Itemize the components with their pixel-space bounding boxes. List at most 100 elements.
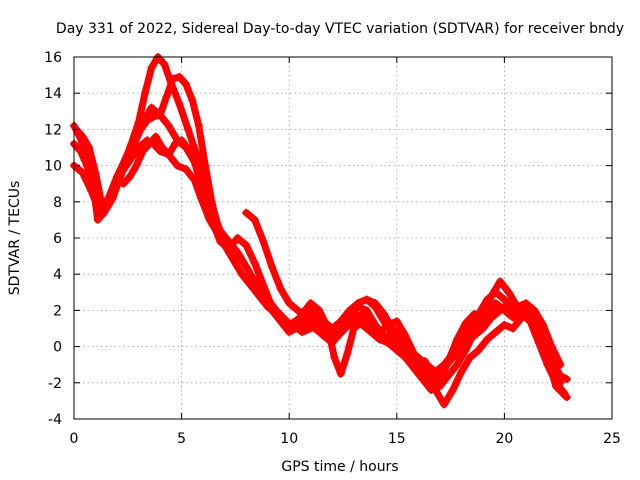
y-tick-labels: -4 -2 0 2 4 6 8 10 12 14 16	[44, 50, 62, 428]
data-point	[289, 320, 298, 329]
data-point	[188, 96, 197, 105]
data-point	[175, 100, 184, 109]
y-tick-label: 10	[44, 159, 62, 175]
data-point	[560, 389, 569, 398]
data-point	[306, 299, 315, 308]
data-point	[181, 80, 190, 89]
data-point	[311, 310, 320, 319]
y-tick-label: 8	[53, 195, 62, 211]
data-point	[362, 306, 371, 315]
data-point	[119, 179, 128, 188]
data-point	[530, 306, 539, 315]
data-point	[453, 360, 462, 369]
data-point	[171, 139, 180, 148]
data-point	[173, 161, 182, 170]
data-point	[534, 324, 543, 333]
data-point	[177, 136, 186, 145]
data-point	[543, 335, 552, 344]
data-point	[244, 266, 253, 275]
data-point	[457, 338, 466, 347]
data-point	[539, 338, 548, 347]
data-point	[194, 168, 203, 177]
chart-title: Day 331 of 2022, Sidereal Day-to-day VTE…	[56, 21, 624, 37]
axis-ticks	[73, 56, 613, 420]
data-point	[358, 320, 367, 329]
data-point	[547, 360, 556, 369]
data-point	[388, 331, 397, 340]
data-point	[138, 147, 147, 156]
data-point	[323, 324, 332, 333]
data-point	[328, 335, 337, 344]
data-point	[272, 310, 281, 319]
data-point	[517, 310, 526, 319]
x-tick-label: 5	[177, 431, 186, 447]
series-day-f	[242, 208, 552, 376]
data-point	[401, 331, 410, 340]
data-point	[539, 320, 548, 329]
data-point	[440, 400, 449, 409]
data-point	[246, 281, 255, 290]
data-point	[491, 288, 500, 297]
data-point	[267, 262, 276, 271]
series-day-b	[70, 53, 571, 409]
data-point	[85, 143, 94, 152]
data-point	[474, 310, 483, 319]
data-point	[465, 353, 474, 362]
data-point	[405, 346, 414, 355]
data-point	[194, 121, 203, 130]
data-point	[259, 237, 268, 246]
data-point	[203, 197, 212, 206]
data-point	[315, 306, 324, 315]
data-point	[349, 324, 358, 333]
data-point	[526, 317, 535, 326]
data-point	[132, 161, 141, 170]
data-point	[212, 223, 221, 232]
series-trace	[113, 133, 564, 387]
data-point	[168, 74, 177, 83]
data-point	[233, 234, 242, 242]
data-point	[285, 299, 294, 308]
data-point	[483, 335, 492, 344]
y-tick-label: -2	[48, 376, 62, 392]
grid-lines	[74, 57, 612, 419]
y-tick-label: -4	[48, 412, 62, 428]
data-point	[141, 89, 150, 98]
data-point	[418, 367, 427, 376]
data-point	[384, 338, 393, 347]
data-point	[76, 147, 85, 156]
data-point	[263, 302, 272, 311]
data-point	[302, 313, 311, 322]
data-point	[354, 299, 363, 308]
data-point	[414, 353, 423, 362]
data-point	[483, 310, 492, 319]
data-point	[483, 295, 492, 304]
data-point	[250, 215, 259, 224]
data-point	[547, 342, 556, 351]
x-tick-label: 15	[388, 431, 406, 447]
y-tick-label: 6	[53, 231, 62, 247]
data-point	[478, 324, 487, 333]
data-point	[435, 382, 444, 391]
data-point	[201, 161, 210, 170]
data-point	[113, 176, 122, 185]
data-point	[343, 349, 352, 358]
data-point	[345, 310, 354, 319]
data-point	[427, 378, 436, 387]
y-tick-label: 0	[53, 340, 62, 356]
data-point	[431, 386, 440, 395]
data-point	[93, 215, 102, 224]
y-tick-label: 14	[44, 86, 62, 102]
data-point	[164, 121, 173, 130]
data-point	[379, 317, 388, 326]
data-point	[362, 295, 371, 304]
data-point	[504, 288, 513, 297]
y-axis-label: SDTVAR / TECUs	[7, 181, 23, 296]
data-point	[156, 110, 165, 119]
data-point	[242, 241, 251, 250]
data-point	[474, 346, 483, 355]
data-point	[509, 313, 518, 322]
data-point	[104, 201, 113, 210]
data-point	[500, 320, 509, 329]
data-point	[78, 132, 87, 141]
data-point	[280, 317, 289, 326]
